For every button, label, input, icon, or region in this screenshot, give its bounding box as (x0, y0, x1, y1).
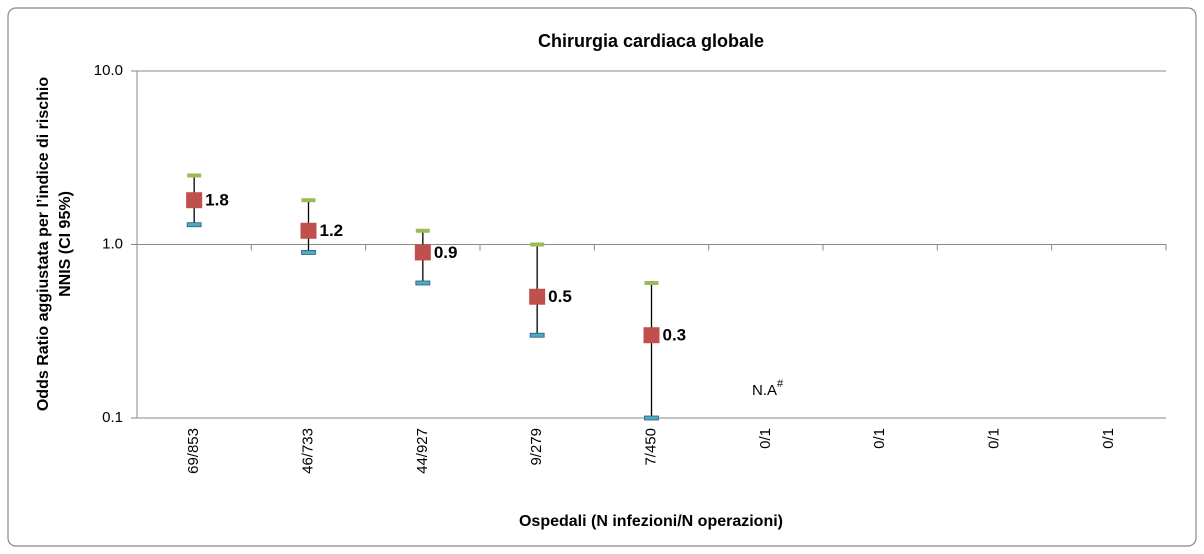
x-tick-label: 0/1 (985, 428, 1002, 449)
x-tick-label: 0/1 (871, 428, 888, 449)
upper-cap (415, 228, 430, 233)
x-tick-label: 0/1 (757, 428, 774, 449)
value-label: 0.3 (663, 326, 687, 345)
upper-cap (644, 280, 659, 285)
annotation-text: N.A (752, 382, 777, 399)
y-tick-label: 10.0 (94, 62, 123, 79)
value-label: 1.2 (320, 221, 344, 240)
point (643, 327, 660, 344)
y-tick-label: 0.1 (102, 409, 123, 426)
x-tick-label: 9/279 (528, 428, 545, 466)
lower-cap (186, 222, 202, 228)
lower-cap (529, 332, 545, 338)
x-tick-label: 69/853 (185, 428, 202, 474)
value-label: 1.8 (205, 191, 229, 210)
x-axis-title: Ospedali (N infezioni/N operazioni) (519, 513, 783, 530)
point (529, 288, 546, 305)
chart-title: Chirurgia cardiaca globale (538, 31, 764, 51)
upper-cap (187, 173, 202, 178)
annotation: N.A# (752, 378, 784, 399)
y-tick-label: 1.0 (102, 235, 123, 252)
point (186, 192, 203, 209)
x-tick-label: 7/450 (642, 428, 659, 466)
x-tick-label: 46/733 (299, 428, 316, 474)
point (414, 244, 431, 261)
annotation-sup: # (777, 378, 784, 390)
upper-cap (530, 242, 545, 247)
y-axis-title: NNIS (CI 95%) (57, 191, 74, 297)
lower-cap (415, 280, 431, 286)
value-label: 0.9 (434, 243, 458, 262)
y-axis-title: Odds Ratio aggiustata per l’indice di ri… (35, 77, 52, 412)
lower-cap (644, 415, 659, 421)
upper-cap (301, 198, 316, 203)
x-tick-label: 44/927 (414, 428, 431, 474)
point (300, 222, 317, 239)
value-label: 0.5 (548, 287, 572, 306)
x-tick-label: 0/1 (1100, 428, 1117, 449)
chart-border (7, 7, 1197, 547)
lower-cap (301, 250, 316, 255)
